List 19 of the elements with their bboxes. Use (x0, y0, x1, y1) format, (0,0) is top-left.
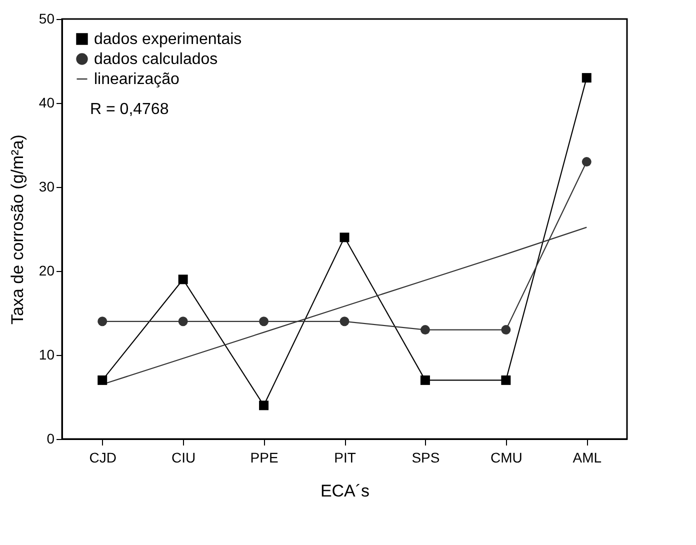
x-tick-label: AML (572, 450, 602, 466)
y-tick-label: 10 (38, 346, 55, 362)
y-tick-label: 50 (38, 10, 55, 26)
x-tick-label: PPE (250, 450, 278, 466)
x-tick-label: SPS (412, 450, 440, 466)
x-tick-label: CIU (172, 450, 196, 466)
y-axis-title: Taxa de corrosão (g/m²a) (8, 134, 27, 324)
y-tick-label: 0 (46, 430, 55, 446)
y-tick-label: 20 (38, 262, 55, 278)
x-tick-label: CJD (89, 450, 116, 466)
legend-label: linearização (94, 71, 180, 88)
annotation: R = 0,4768 (90, 101, 169, 118)
x-tick-label: PIT (334, 450, 356, 466)
x-axis-title: ECA´s (320, 482, 370, 500)
y-tick-label: 30 (38, 178, 55, 194)
legend-label: dados experimentais (94, 31, 242, 48)
legend-label: dados calculados (94, 51, 218, 68)
y-tick-label: 40 (38, 94, 55, 110)
x-tick-label: CMU (490, 450, 522, 466)
